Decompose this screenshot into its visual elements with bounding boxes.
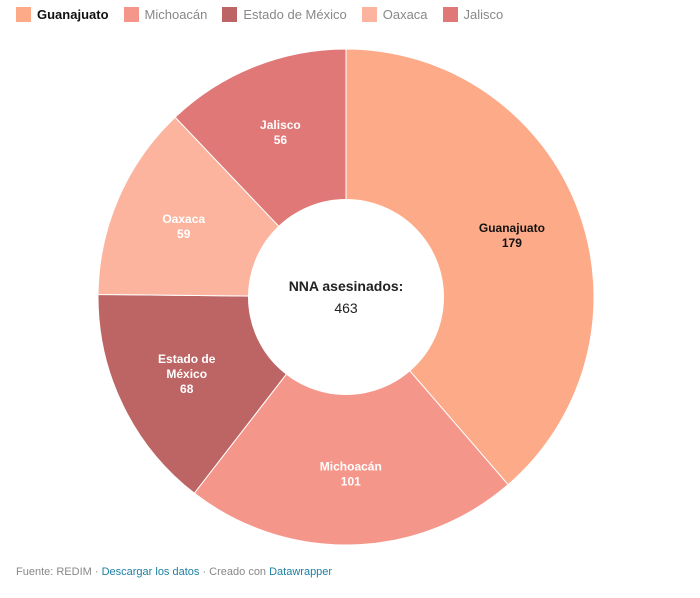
- footer-middle-text: · Creado con: [199, 566, 270, 578]
- slice-label-jalisco: Jalisco: [260, 118, 301, 132]
- legend-item-estado-de-mexico[interactable]: Estado de México: [222, 6, 347, 22]
- legend-item-michoacan[interactable]: Michoacán: [123, 6, 208, 22]
- legend-swatch: [442, 6, 458, 22]
- legend-swatch: [361, 6, 377, 22]
- legend-item-oaxaca[interactable]: Oaxaca: [361, 6, 428, 22]
- legend-label: Jalisco: [463, 6, 504, 22]
- legend-label: Michoacán: [144, 6, 208, 22]
- chart-footer: Fuente: REDIM · Descargar los datos · Cr…: [16, 566, 332, 578]
- center-title: NNA asesinados:: [289, 278, 404, 294]
- slice-value-oaxaca: 59: [177, 227, 191, 241]
- slice-value-guanajuato: 179: [502, 236, 522, 250]
- download-data-link[interactable]: Descargar los datos: [101, 566, 200, 578]
- legend-label: Estado de México: [243, 6, 347, 22]
- legend-swatch: [16, 6, 31, 22]
- slice-label-estado-de-mexico: México: [166, 367, 207, 381]
- legend-label: Oaxaca: [382, 6, 428, 22]
- chart-legend: Guanajuato Michoacán Estado de México Oaxac…: [16, 4, 518, 24]
- slice-michoacan[interactable]: [193, 296, 509, 546]
- slice-guanajuato[interactable]: [345, 48, 595, 486]
- source-text: Fuente: REDIM ·: [16, 566, 102, 578]
- legend-item-guanajuato[interactable]: Guanajuato: [16, 6, 109, 22]
- slice-label-guanajuato: Guanajuato: [479, 221, 545, 235]
- center-value: 463: [334, 300, 358, 316]
- slice-label-michoacan: Michoacán: [320, 459, 382, 473]
- datawrapper-link[interactable]: Datawrapper: [269, 566, 333, 578]
- legend-swatch: [123, 6, 139, 22]
- slice-label-oaxaca: Oaxaca: [162, 212, 205, 226]
- legend-label: Guanajuato: [37, 6, 109, 22]
- donut-hole: [248, 199, 444, 395]
- slice-label-estado-de-mexico: Estado de: [158, 352, 216, 366]
- legend-item-jalisco[interactable]: Jalisco: [442, 6, 504, 22]
- slice-value-michoacan: 101: [341, 474, 361, 488]
- slice-value-jalisco: 56: [274, 133, 288, 147]
- legend-swatch: [222, 6, 238, 22]
- slice-value-estado-de-mexico: 68: [180, 382, 194, 396]
